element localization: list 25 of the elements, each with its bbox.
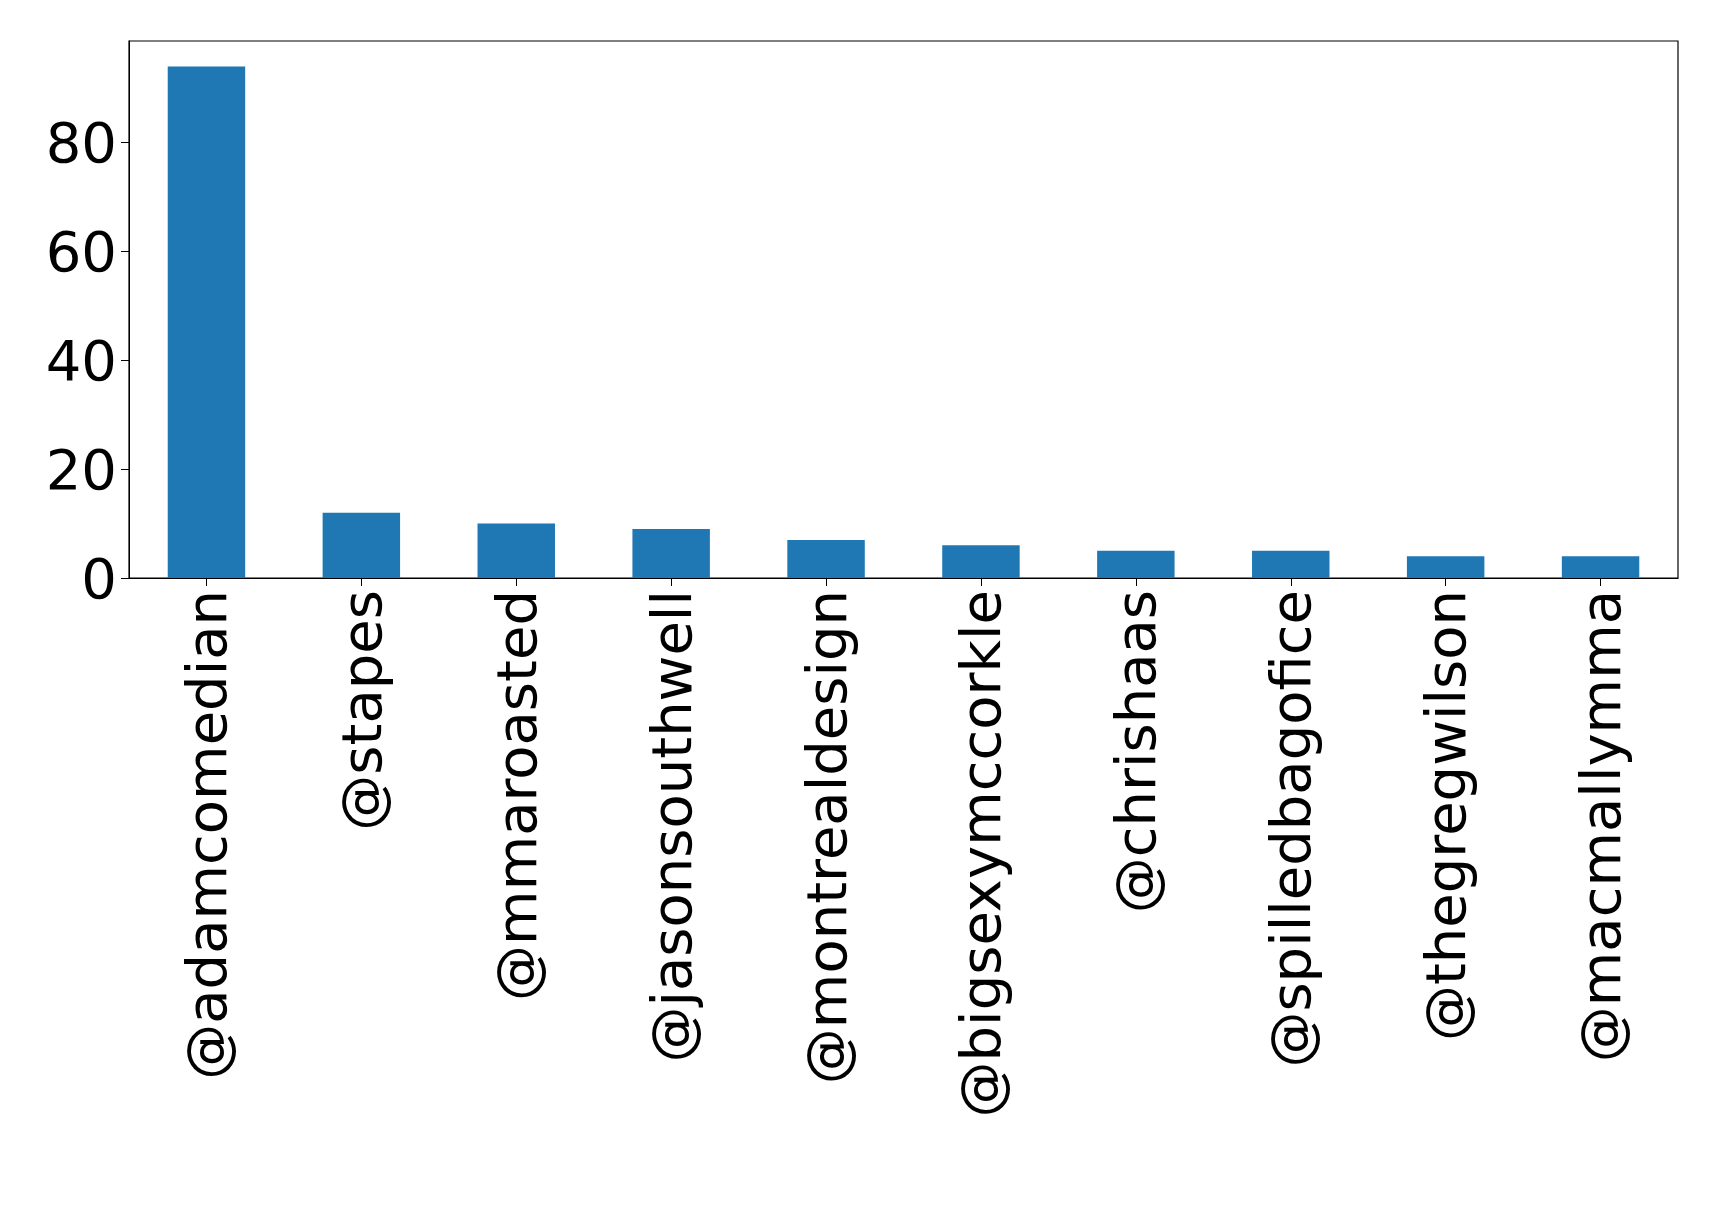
x-tick-label: @adamcomedian bbox=[173, 590, 239, 1080]
y-tick-label: 20 bbox=[45, 436, 117, 502]
x-tick-label: @macmallymma bbox=[1568, 590, 1634, 1063]
y-tick-label: 60 bbox=[45, 219, 117, 285]
bar bbox=[942, 545, 1020, 578]
x-tick-label: @jasonsouthwell bbox=[638, 590, 704, 1063]
y-tick-label: 80 bbox=[45, 110, 117, 176]
x-tick-label: @montrealdesign bbox=[793, 590, 859, 1085]
x-tick-label: @thegregwilson bbox=[1413, 590, 1479, 1042]
bar bbox=[787, 539, 865, 578]
x-tick-label: @chrishaas bbox=[1103, 590, 1169, 914]
x-tick-label: @bigsexymccorkle bbox=[948, 590, 1014, 1118]
x-tick-label: @mmaroasted bbox=[483, 590, 549, 1001]
bar bbox=[1097, 550, 1175, 578]
bar bbox=[477, 523, 555, 578]
bar bbox=[1406, 556, 1485, 578]
bar bbox=[1252, 550, 1330, 578]
bar bbox=[1561, 556, 1640, 578]
y-tick-label: 40 bbox=[45, 327, 117, 393]
bar bbox=[322, 512, 401, 578]
bar bbox=[167, 66, 246, 578]
x-tick-label: @spilledbagofice bbox=[1258, 590, 1324, 1068]
y-tick-label: 0 bbox=[81, 545, 117, 611]
bar bbox=[632, 529, 710, 578]
x-tick-label: @stapes bbox=[328, 590, 394, 831]
